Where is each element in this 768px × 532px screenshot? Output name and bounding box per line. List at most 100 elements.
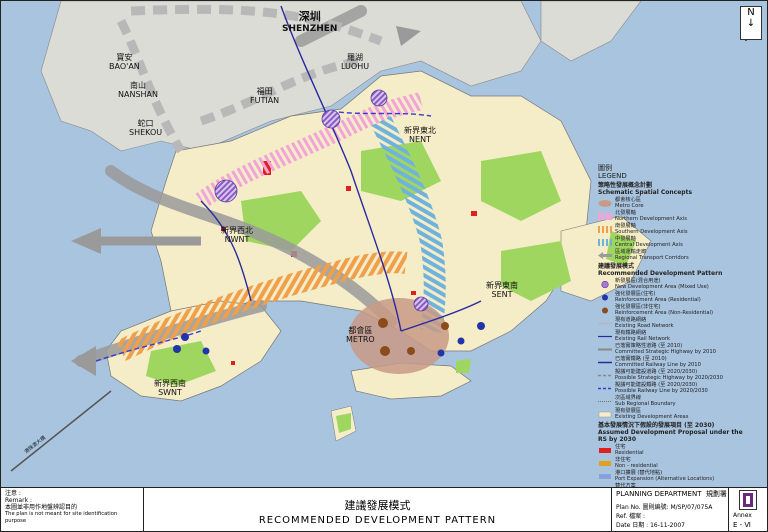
futian-zh: 福田 [256,87,273,96]
annex-box: Annex E - Ⅵ [728,488,767,531]
department-cell: PLANNING DEPARTMENT 規劃署 Plan No. 圖則編號: M… [612,488,767,531]
shenzhen-zh: 深圳 [298,10,321,23]
legend-schematic-zh: 策略性發展概念計劃 [598,182,653,189]
legend-row-reinforce-res: 強化發展區(住宅) Reinforcement Area (Residential… [598,291,748,303]
metro-core [349,298,449,374]
metro-zh: 都會區 [348,326,373,335]
legend-row-new-dev-area: 新發展區(混合用途) New Development Area (Mixed Us… [598,278,748,290]
title-cell: 建議發展模式 RECOMMENDED DEVELOPMENT PATTERN [144,488,612,531]
map-panel: N ↓ 深圳 SHENZHEN 寶安 BAO'AN 羅湖 LUOHU 南山 NA… [1,1,767,521]
place-metro: 都會區 METRO [346,326,375,344]
swnt-zh: 新界西南 [154,379,186,388]
sub-regional-boundary-swatch [598,398,612,405]
legend-row-regional: 區域運輸走廊 Regional Transport Corridors [598,249,748,261]
port-expansion-swatch [598,473,612,480]
residential-swatch [598,447,612,454]
reinforce-nonres-en: Reinforcement Area (Non-Residential) [615,310,713,316]
regional-en: Regional Transport Corridors [615,255,689,261]
port-expansion-en: Port Expansion (Alternative Locations) [615,476,715,482]
legend-row-port-expansion: 港口擴展 (替代地點) Port Expansion (Alternative L… [598,470,748,482]
place-nanshan: 南山 NANSHAN [118,81,158,99]
baoan-en: BAO'AN [109,62,140,71]
legend-row-central-axis: 中發展軸 Central Development Axis [598,236,748,248]
existing-dev-areas-en: Existing Development Areas [615,414,689,420]
southern-axis [116,251,408,361]
ref-number: Ref. 檔案 : [616,513,646,520]
legend-recommended-zh: 建議發展模式 [598,263,635,270]
central-axis-swatch [598,238,612,246]
legend-row-reinforce-nonres: 強化發展區(非住宅) Reinforcement Area (Non-Reside… [598,304,748,316]
existing-rail-en: Existing Rail Network [615,336,671,342]
committed-railway-zh: 已落實鐵路 (至 2010) [615,356,667,362]
committed-railway-swatch [598,359,612,366]
residential-en: Residential [615,450,644,456]
shekou-zh: 蛇口 [137,119,154,128]
committed-railway-en: Committed Railway Line by 2010 [615,362,701,368]
existing-dev-areas-swatch [598,411,612,418]
reinforce-res-en: Reinforcement Area (Residential) [615,297,701,303]
new-dev-area-en: New Development Area (Mixed Use) [615,284,709,290]
legend-row-metro-core: 都會核心區 Metro Core [598,197,748,209]
legend-row-existing-dev-areas: 現有發展區 Existing Development Areas [598,408,748,420]
alternative-options-zh: 替代方案 [615,483,636,489]
non-residential-en: Non - residential [615,463,658,469]
place-swnt: 新界西南 SWNT [154,379,186,397]
legend-row-committed-highway: 已落實策略性道路 (至 2010) Committed Strategic Hig… [598,343,748,355]
sai-kung [560,215,652,302]
central-axis-zh: 中發展軸 [615,236,636,242]
reinforce-nonres-zh: 強化發展區(非住宅) [615,304,661,310]
luohu-zh: 羅湖 [347,53,364,62]
place-sent: 新界東南 SENT [486,281,518,299]
legend-items: 新發展區(混合用途) New Development Area (Mixed Us… [598,278,748,420]
dept-en: PLANNING DEPARTMENT [616,490,702,498]
legend-row-residential: 住宅 Residential [598,444,748,456]
place-nwnt: 新界西北 NWNT [221,226,253,244]
metro-core-zh: 都會核心區 [615,197,641,203]
north-axis-swatch [598,212,612,220]
remark-label-en: Remark : [5,497,32,504]
place-baoan: 寶安 BAO'AN [109,53,140,71]
corridor-arrow-ne [396,26,421,46]
existing-road-en: Existing Road Network [615,323,674,329]
luohu-en: LUOHU [341,62,370,71]
remark-text-en: The plan is not meant for site identific… [5,511,118,524]
possible-railway-swatch [598,385,612,392]
legend-assumed-en: Assumed Development Proposal under the R… [598,429,743,443]
legend-row-possible-railway: 擬議可能建設鐵路 (至 2020/2030) Possible Railway L… [598,382,748,394]
regional-arrow-icon [598,251,612,259]
reinforce-res-swatch [598,294,612,301]
existing-rail-swatch [598,333,612,340]
plan-date: Date 日期 : 16-11-2007 [616,522,685,529]
shenzhen-land [40,1,542,152]
sub-regional-boundary-zh: 次區域界線 [615,395,641,401]
legend-row-possible-highway: 擬議可能建設道路 (至 2020/2030) Possible Strategic… [598,369,748,381]
swnt-en: SWNT [158,388,182,397]
existing-road-zh: 現有道路網絡 [615,317,647,323]
country-parks [146,141,636,433]
possible-highway-zh: 擬議可能建設道路 (至 2020/2030) [615,369,698,375]
existing-rail-zh: 現有鐵路網絡 [615,330,647,336]
shenzhen-en: SHENZHEN [282,24,338,34]
legend-recommended-en: Recommended Development Pattern [598,270,723,277]
legend-row-existing-road: 現有道路網絡 Existing Road Network [598,317,748,329]
plan-title-en: RECOMMENDED DEVELOPMENT PATTERN [258,515,497,526]
possible-railway-en: Possible Railway Line by 2020/2030 [615,388,708,394]
nanshan-zh: 南山 [130,81,146,90]
south-axis-swatch [598,225,612,233]
legend-row-south-axis: 南發展軸 Southern Development Axis [598,223,748,235]
residential-zh: 住宅 [615,444,626,450]
legend-schematic-en: Schematic Spatial Concepts [598,189,693,196]
port-expansion-zh: 港口擴展 (替代地點) [615,470,663,476]
shekou-en: SHEKOU [129,128,163,137]
possible-highway-en: Possible Strategic Highway by 2020/2030 [615,375,723,381]
south-axis-en: Southern Development Axis [615,229,688,235]
plan-title-zh: 建議發展模式 [344,499,411,512]
legend-row-existing-rail: 現有鐵路網絡 Existing Rail Network [598,330,748,342]
place-luohu: 羅湖 LUOHU [341,53,369,71]
committed-highway-swatch [598,346,612,353]
place-shenzhen: 深圳 SHENZHEN [282,11,337,35]
south-axis-zh: 南發展軸 [615,223,636,229]
new-dev-area-swatch [598,280,612,288]
metro-core-en: Metro Core [615,203,644,209]
new-dev-area-zh: 新發展區(混合用途) [615,278,661,284]
